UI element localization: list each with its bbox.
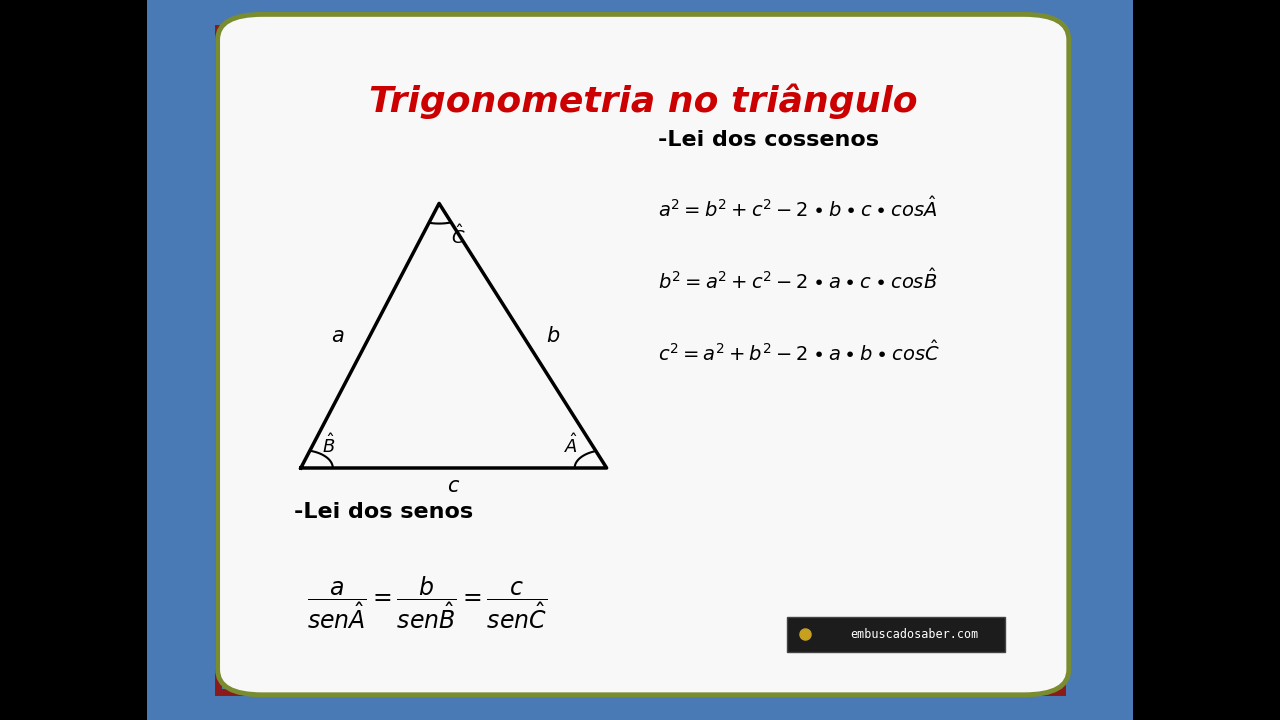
Text: -Lei dos cossenos: -Lei dos cossenos bbox=[658, 130, 879, 150]
FancyBboxPatch shape bbox=[218, 14, 1069, 695]
Text: $\hat{C}$: $\hat{C}$ bbox=[451, 224, 466, 248]
Text: $\mathbf{\mathit{c}}$: $\mathbf{\mathit{c}}$ bbox=[447, 476, 461, 496]
Text: -Lei dos senos: -Lei dos senos bbox=[294, 502, 474, 522]
Text: $b^2 = a^2 + c^2 - 2 \bullet a \bullet c \bullet cos\hat{B}$: $b^2 = a^2 + c^2 - 2 \bullet a \bullet c… bbox=[658, 269, 938, 293]
Text: $\dfrac{a}{sen\hat{A}} = \dfrac{b}{sen\hat{B}} = \dfrac{c}{sen\hat{C}}$: $\dfrac{a}{sen\hat{A}} = \dfrac{b}{sen\h… bbox=[307, 574, 548, 631]
Text: $\mathbf{\mathit{a}}$: $\mathbf{\mathit{a}}$ bbox=[332, 325, 344, 346]
FancyBboxPatch shape bbox=[147, 0, 1133, 720]
Text: Trigonometria no triângulo: Trigonometria no triângulo bbox=[369, 83, 918, 119]
Text: $a^2 = b^2 + c^2 - 2 \bullet b \bullet c \bullet cos\hat{A}$: $a^2 = b^2 + c^2 - 2 \bullet b \bullet c… bbox=[658, 197, 938, 221]
Text: $c^2 = a^2 + b^2 - 2 \bullet a \bullet b \bullet cos\hat{C}$: $c^2 = a^2 + b^2 - 2 \bullet a \bullet b… bbox=[658, 341, 941, 365]
Text: $\hat{A}$: $\hat{A}$ bbox=[563, 433, 577, 456]
FancyBboxPatch shape bbox=[787, 617, 1005, 652]
Text: $\hat{B}$: $\hat{B}$ bbox=[323, 433, 335, 456]
Text: embuscadosaber.com: embuscadosaber.com bbox=[850, 628, 978, 641]
Text: $\mathbf{\mathit{b}}$: $\mathbf{\mathit{b}}$ bbox=[547, 325, 561, 346]
